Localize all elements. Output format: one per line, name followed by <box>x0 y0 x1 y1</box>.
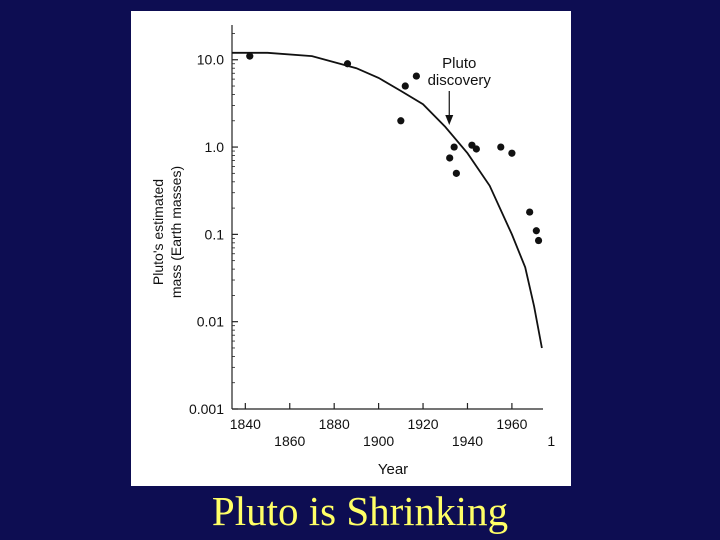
data-point <box>508 149 516 157</box>
data-point <box>472 145 480 153</box>
data-points <box>246 52 543 245</box>
data-point <box>497 143 505 151</box>
discovery-annotation: Pluto discovery <box>428 55 492 125</box>
axes <box>231 25 543 410</box>
data-point <box>246 52 254 60</box>
data-point <box>526 208 534 216</box>
x-tick-labels: 1840 1880 1920 1960 1860 1900 1940 1 <box>230 416 556 449</box>
data-point <box>412 72 420 80</box>
x-tick-label: 1960 <box>496 416 527 432</box>
x-tick-label: 1860 <box>274 433 305 449</box>
x-tick-label: 1840 <box>230 416 261 432</box>
x-axis-label: Year <box>378 461 408 478</box>
annotation-arrow-head <box>445 115 454 125</box>
annotation-line1: Pluto <box>442 55 476 72</box>
y-tick-label: 0.1 <box>205 226 225 242</box>
x-tick-label: 1920 <box>407 416 438 432</box>
data-point <box>532 227 540 235</box>
chart-panel: 0.001 0.01 0.1 1.0 10.0 1840 1880 1920 1960 1860… <box>131 11 571 486</box>
y-tick-label: 0.01 <box>197 314 224 330</box>
data-point <box>450 143 458 151</box>
data-point <box>401 82 409 90</box>
y-tick-labels: 0.001 0.01 0.1 1.0 10.0 <box>189 52 224 417</box>
data-point <box>534 236 543 245</box>
x-tick-label-cut: 1 <box>547 433 555 449</box>
tick-marks <box>232 33 513 410</box>
data-point <box>452 169 460 177</box>
slide-title: Pluto is Shrinking <box>211 488 509 534</box>
chart: 0.001 0.01 0.1 1.0 10.0 1840 1880 1920 1960 1860… <box>150 25 556 478</box>
y-tick-label: 10.0 <box>197 52 224 68</box>
x-tick-label: 1900 <box>363 433 394 449</box>
data-point <box>446 154 454 162</box>
data-point <box>343 60 352 68</box>
x-tick-label: 1880 <box>319 416 350 432</box>
trend-curve <box>232 51 543 349</box>
y-axis-label-line2: mass (Earth masses) <box>168 166 184 298</box>
x-tick-label: 1940 <box>452 433 483 449</box>
y-tick-label: 0.001 <box>189 401 224 417</box>
data-point <box>397 117 405 125</box>
y-axis-label-line1: Pluto's estimated <box>150 179 166 285</box>
annotation-line2: discovery <box>428 72 492 89</box>
y-tick-label: 1.0 <box>205 139 225 155</box>
